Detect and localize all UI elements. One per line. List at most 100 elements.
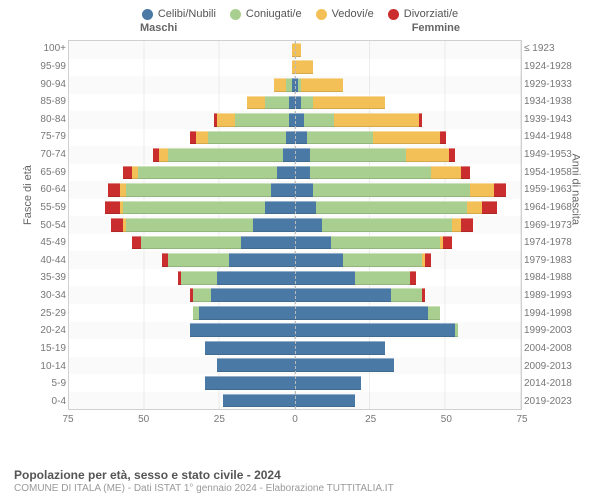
year-tick: 1999-2003 <box>524 322 580 340</box>
pyramid-row <box>69 304 521 322</box>
seg-single <box>211 288 295 302</box>
seg-married <box>316 201 467 215</box>
legend-item: Celibi/Nubili <box>142 8 216 20</box>
seg-single <box>241 236 295 250</box>
seg-married <box>168 148 283 162</box>
male-side <box>69 146 295 164</box>
seg-divorced <box>461 218 473 232</box>
seg-divorced <box>132 236 141 250</box>
seg-single <box>289 96 295 110</box>
seg-divorced <box>105 201 120 215</box>
year-tick: 1979-1983 <box>524 252 580 270</box>
male-side <box>69 357 295 375</box>
pyramid-row <box>69 251 521 269</box>
age-tick: 10-14 <box>20 357 66 375</box>
female-side <box>295 234 521 252</box>
x-tick: 75 <box>62 414 73 425</box>
female-side <box>295 181 521 199</box>
seg-married <box>455 323 458 337</box>
seg-single <box>190 323 295 337</box>
y-axis-age: 100+95-9990-9485-8980-8475-7970-7465-696… <box>20 40 66 410</box>
pyramid-row <box>69 392 521 410</box>
male-side <box>69 392 295 410</box>
seg-widowed <box>431 166 461 180</box>
seg-married <box>208 131 286 145</box>
chart-subtitle: COMUNE DI ITALA (ME) - Dati ISTAT 1° gen… <box>14 483 586 494</box>
seg-single <box>271 183 295 197</box>
age-tick: 0-4 <box>20 393 66 411</box>
age-tick: 15-19 <box>20 340 66 358</box>
seg-widowed <box>217 113 235 127</box>
x-tick: 75 <box>516 414 527 425</box>
legend-label: Coniugati/e <box>246 8 302 20</box>
year-tick: 2009-2013 <box>524 357 580 375</box>
age-tick: 55-59 <box>20 199 66 217</box>
age-tick: 70-74 <box>20 146 66 164</box>
seg-widowed <box>452 218 461 232</box>
year-tick: 1969-1973 <box>524 216 580 234</box>
seg-divorced <box>494 183 506 197</box>
male-side <box>69 59 295 77</box>
seg-single <box>295 394 355 408</box>
seg-single <box>205 341 295 355</box>
pyramid-row <box>69 76 521 94</box>
age-tick: 30-34 <box>20 287 66 305</box>
legend-swatch <box>316 9 327 20</box>
seg-married <box>168 253 228 267</box>
legend-label: Celibi/Nubili <box>158 8 216 20</box>
seg-single <box>289 113 295 127</box>
male-side <box>69 199 295 217</box>
seg-married <box>331 236 439 250</box>
seg-single <box>295 166 310 180</box>
seg-single <box>199 306 295 320</box>
seg-divorced <box>108 183 120 197</box>
seg-divorced <box>123 166 132 180</box>
legend-swatch <box>142 9 153 20</box>
seg-single <box>295 358 394 372</box>
male-side <box>69 269 295 287</box>
population-pyramid: Fasce di età Anni di nascita Maschi Femm… <box>20 22 580 432</box>
pyramid-row <box>69 339 521 357</box>
age-tick: 45-49 <box>20 234 66 252</box>
pyramid-row <box>69 286 521 304</box>
female-side <box>295 216 521 234</box>
seg-married <box>126 218 253 232</box>
seg-single <box>286 131 295 145</box>
female-side <box>295 322 521 340</box>
legend-label: Vedovi/e <box>332 8 374 20</box>
female-side <box>295 76 521 94</box>
seg-divorced <box>461 166 470 180</box>
year-tick: 1954-1958 <box>524 163 580 181</box>
x-tick: 0 <box>292 414 298 425</box>
pyramid-row <box>69 94 521 112</box>
female-side <box>295 94 521 112</box>
seg-single <box>295 271 355 285</box>
female-side <box>295 286 521 304</box>
pyramid-row <box>69 216 521 234</box>
male-side <box>69 41 295 59</box>
seg-single <box>295 288 391 302</box>
seg-married <box>310 148 406 162</box>
male-side <box>69 304 295 322</box>
seg-married <box>141 236 240 250</box>
age-tick: 95-99 <box>20 58 66 76</box>
age-tick: 50-54 <box>20 216 66 234</box>
seg-single <box>295 236 331 250</box>
female-side <box>295 357 521 375</box>
seg-divorced <box>419 113 422 127</box>
male-side <box>69 339 295 357</box>
female-side <box>295 41 521 59</box>
age-tick: 60-64 <box>20 181 66 199</box>
seg-married <box>123 201 265 215</box>
seg-married <box>193 288 211 302</box>
seg-divorced <box>111 218 123 232</box>
seg-widowed <box>295 60 313 74</box>
seg-married <box>301 96 313 110</box>
year-tick: 1939-1943 <box>524 111 580 129</box>
seg-widowed <box>467 201 482 215</box>
seg-married <box>343 253 421 267</box>
seg-widowed <box>313 96 385 110</box>
age-tick: 65-69 <box>20 163 66 181</box>
legend-swatch <box>388 9 399 20</box>
pyramid-row <box>69 357 521 375</box>
